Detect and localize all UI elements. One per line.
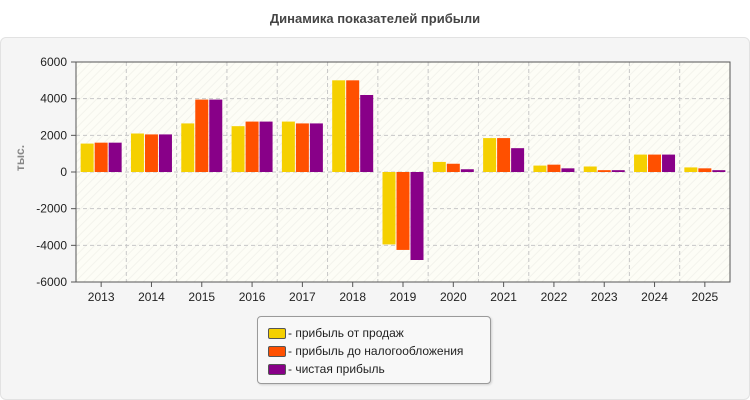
legend-item-net-profit: - чистая прибыль [268,361,385,377]
legend-label-net-profit: - чистая прибыль [288,362,385,376]
bar-2024-series-1 [634,154,648,172]
legend: - прибыль от продаж - прибыль до налогоо… [257,316,491,384]
bar-2018-series-2 [346,80,360,172]
bar-2013-series-3 [108,142,122,172]
x-tick-label: 2017 [289,290,316,304]
bar-2016-series-3 [259,121,273,172]
bar-2020-series-3 [460,169,474,172]
bar-2016-series-1 [231,126,245,172]
legend-swatch-pretax-profit [268,345,286,357]
bar-2025-series-2 [698,168,712,172]
x-tick-label: 2014 [138,290,165,304]
bar-2015-series-2 [195,99,209,172]
bar-2019-series-1 [382,172,396,245]
bar-2020-series-2 [446,163,460,172]
bar-2023-series-1 [583,166,597,172]
x-tick-label: 2021 [490,290,517,304]
y-tick-label: -2000 [36,202,67,216]
bar-2018-series-1 [332,80,346,172]
y-tick-label: 2000 [40,128,67,142]
bar-2021-series-1 [483,138,497,172]
x-tick-label: 2016 [239,290,266,304]
bar-2023-series-2 [597,170,611,172]
bar-2020-series-1 [432,161,446,172]
chart-title: Динамика показателей прибыли [269,11,481,26]
x-tick-label: 2022 [541,290,568,304]
bar-2017-series-2 [295,123,309,172]
bar-2016-series-2 [245,121,259,172]
legend-swatch-net-profit [268,363,286,375]
x-tick-label: 2023 [591,290,618,304]
bar-2022-series-3 [561,168,575,172]
legend-label-sales-profit: - прибыль от продаж [288,326,404,340]
x-tick-label: 2019 [390,290,417,304]
y-axis-label: тыс. [13,145,27,171]
legend-item-sales-profit: - прибыль от продаж [268,325,404,341]
bar-2015-series-3 [209,99,223,172]
bar-2014-series-1 [130,133,144,172]
x-tick-label: 2020 [440,290,467,304]
legend-item-pretax-profit: - прибыль до налогообложения [268,343,463,359]
x-tick-label: 2025 [691,290,718,304]
bar-2014-series-3 [158,134,172,172]
bar-2025-series-3 [712,170,726,172]
bar-2022-series-1 [533,165,547,172]
bar-2013-series-1 [80,143,94,172]
bar-2015-series-1 [181,123,195,172]
bar-2019-series-2 [396,172,410,250]
bar-2023-series-3 [611,170,625,172]
y-tick-label: 0 [60,165,67,179]
bar-2021-series-2 [497,138,511,172]
x-tick-label: 2013 [88,290,115,304]
x-tick-label: 2015 [188,290,215,304]
y-tick-label: 6000 [40,55,67,69]
bar-2013-series-2 [94,142,108,172]
plot-border [75,61,731,283]
bar-2014-series-2 [144,134,158,172]
bar-2024-series-2 [648,154,662,172]
bar-2021-series-3 [511,148,525,172]
bar-2018-series-3 [360,95,374,172]
x-tick-label: 2018 [339,290,366,304]
bar-2024-series-3 [662,154,676,172]
bar-2017-series-3 [309,123,323,172]
bar-2025-series-1 [684,167,698,172]
legend-swatch-sales-profit [268,327,286,339]
bar-2017-series-1 [281,121,295,172]
bar-2019-series-3 [410,172,424,260]
y-tick-label: -6000 [36,275,67,289]
legend-label-pretax-profit: - прибыль до налогообложения [288,344,464,358]
y-tick-label: -4000 [36,238,67,252]
x-tick-label: 2024 [641,290,668,304]
y-tick-label: 4000 [40,92,67,106]
bar-2022-series-2 [547,164,561,172]
